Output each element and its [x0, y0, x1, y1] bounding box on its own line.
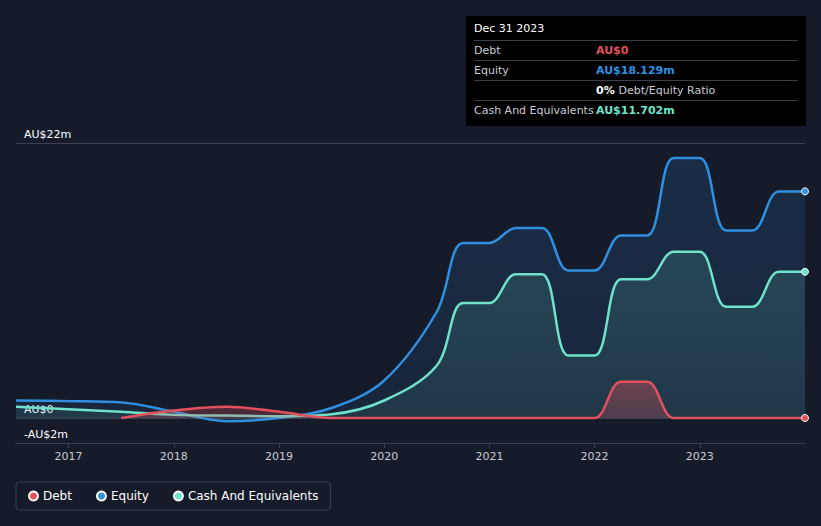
svg-text:Equity: Equity: [111, 489, 149, 503]
svg-text:-AU$2m: -AU$2m: [24, 428, 68, 441]
svg-text:2023: 2023: [686, 450, 714, 463]
svg-text:Debt: Debt: [43, 489, 72, 503]
svg-text:2018: 2018: [160, 450, 188, 463]
svg-text:Cash And Equivalents: Cash And Equivalents: [188, 489, 319, 503]
html-text:Cash And Equivalents AU$11.702: Cash And Equivalents AU$11.702m: [474, 104, 675, 117]
html-text:0% Debt/Equity Ratio: 0% Debt/Equity Ratio: [596, 84, 716, 97]
svg-text:AU$22m: AU$22m: [24, 128, 71, 141]
html-text:AU$0: AU$0: [596, 44, 629, 57]
html-text:Equity: Equity: [474, 64, 509, 77]
html-text:Debt: Debt: [474, 44, 501, 57]
svg-text:2019: 2019: [265, 450, 293, 463]
svg-text:2021: 2021: [475, 450, 503, 463]
svg-text:2020: 2020: [370, 450, 398, 463]
svg-text:2022: 2022: [581, 450, 609, 463]
html-text:AU$18.129m: AU$18.129m: [596, 64, 675, 77]
svg-text:2017: 2017: [55, 450, 83, 463]
html-text:Dec 31 2023: Dec 31 2023: [474, 22, 545, 35]
